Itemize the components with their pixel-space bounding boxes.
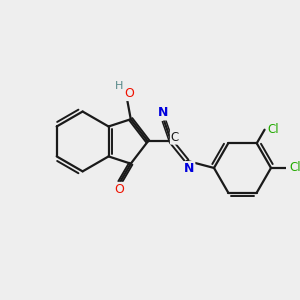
Text: O: O (124, 87, 134, 100)
Text: H: H (115, 81, 124, 92)
Text: C: C (171, 131, 179, 144)
Text: N: N (184, 162, 194, 175)
Text: O: O (114, 183, 124, 196)
Text: Cl: Cl (290, 161, 300, 175)
Text: N: N (158, 106, 169, 119)
Text: Cl: Cl (267, 123, 279, 136)
